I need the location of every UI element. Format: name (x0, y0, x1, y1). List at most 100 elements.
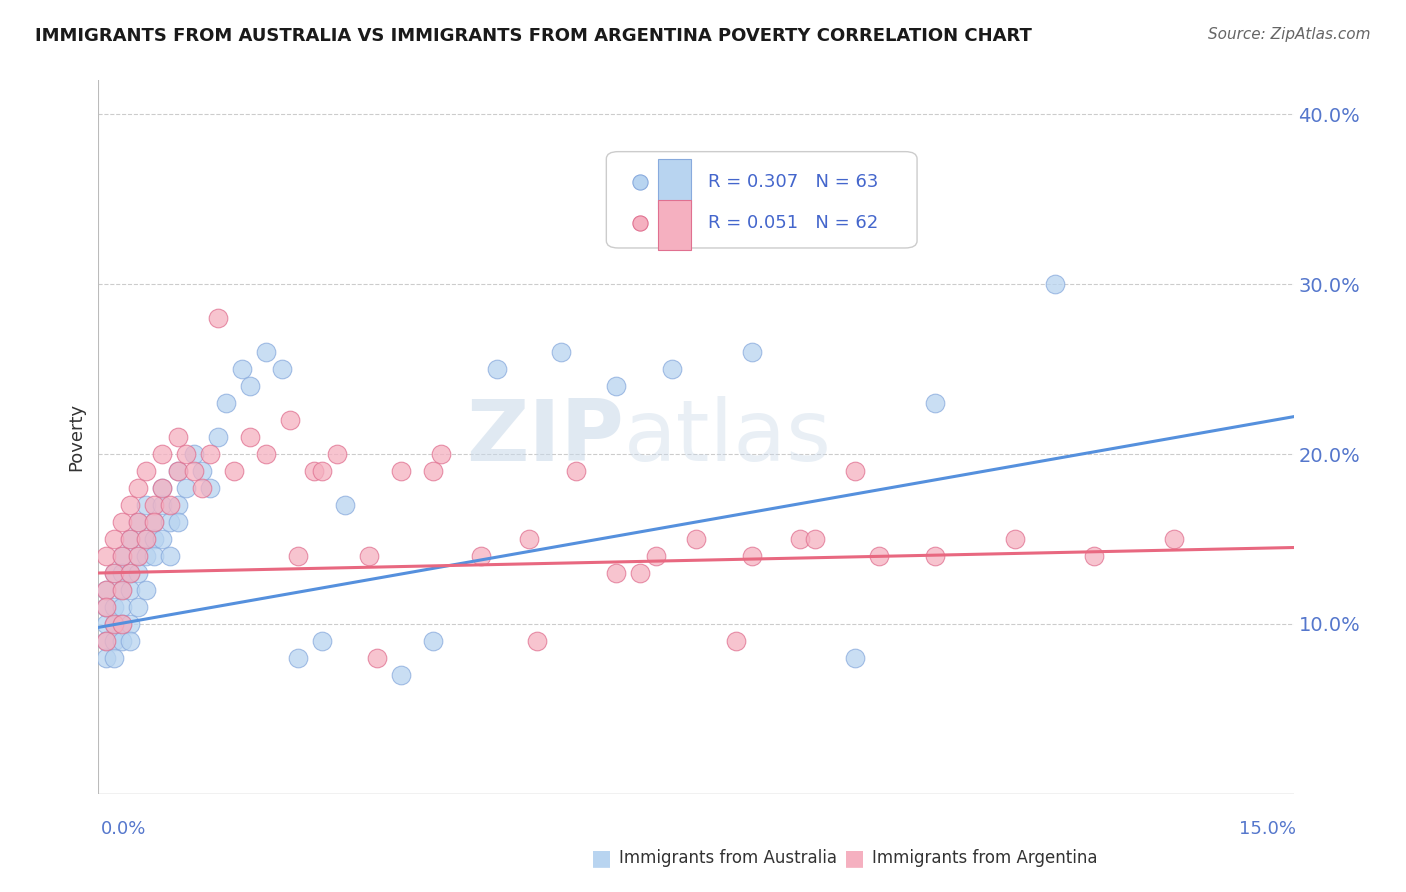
Point (485, 362, 508, 376)
Bar (658, 200, 692, 250)
Text: atlas: atlas (624, 395, 832, 479)
Point (207, 311, 229, 326)
Point (150, 447, 173, 461)
Point (924, 396, 946, 410)
Point (111, 634, 134, 648)
Point (111, 582, 134, 597)
Point (287, 651, 309, 665)
Point (96, 599, 118, 614)
Point (789, 532, 811, 546)
Point (143, 532, 166, 546)
Point (127, 549, 149, 563)
Point (565, 464, 588, 478)
Point (517, 532, 540, 546)
Point (96, 599, 118, 614)
Point (103, 634, 125, 648)
Bar (658, 159, 692, 209)
Point (183, 447, 205, 461)
Point (254, 345, 277, 359)
Point (645, 549, 668, 563)
Text: Immigrants from Australia: Immigrants from Australia (619, 849, 837, 867)
Point (127, 481, 149, 495)
Point (96, 634, 118, 648)
Point (143, 515, 166, 529)
Point (159, 498, 181, 512)
Point (143, 549, 166, 563)
FancyBboxPatch shape (606, 152, 917, 248)
Point (191, 464, 214, 478)
Point (150, 481, 173, 495)
Point (526, 634, 548, 648)
Point (127, 599, 149, 614)
Point (103, 617, 125, 632)
Point (239, 430, 262, 444)
Point (96, 582, 118, 597)
Point (150, 532, 173, 546)
Point (103, 566, 125, 580)
Point (231, 362, 253, 376)
Point (159, 515, 181, 529)
Point (120, 566, 142, 580)
Point (470, 549, 492, 563)
Text: R = 0.307   N = 63: R = 0.307 N = 63 (709, 173, 879, 191)
Point (270, 362, 292, 376)
Text: ■: ■ (844, 848, 865, 868)
Point (661, 362, 683, 376)
Point (741, 345, 763, 359)
Point (111, 582, 134, 597)
Point (127, 549, 149, 563)
Point (198, 481, 221, 495)
Point (183, 464, 205, 478)
Point (96, 617, 118, 632)
Point (120, 582, 142, 597)
Point (924, 549, 946, 563)
Point (550, 345, 572, 359)
Point (111, 549, 134, 563)
Point (135, 582, 157, 597)
Point (389, 464, 412, 478)
Point (1004, 532, 1026, 546)
Point (685, 532, 707, 546)
Point (804, 532, 827, 546)
Point (135, 498, 157, 512)
Point (103, 651, 125, 665)
Point (844, 651, 866, 665)
Point (302, 464, 325, 478)
Point (103, 617, 125, 632)
Point (422, 464, 444, 478)
Point (96, 634, 118, 648)
Point (191, 481, 214, 495)
Point (868, 549, 890, 563)
Point (366, 651, 388, 665)
Point (111, 515, 134, 529)
Point (222, 464, 245, 478)
Point (430, 447, 453, 461)
Point (120, 566, 142, 580)
Point (111, 566, 134, 580)
Point (422, 634, 444, 648)
Point (96, 549, 118, 563)
Point (359, 549, 381, 563)
Point (111, 599, 134, 614)
Point (167, 464, 190, 478)
Point (174, 447, 197, 461)
Point (150, 498, 173, 512)
Y-axis label: Poverty: Poverty (67, 403, 86, 471)
Point (215, 396, 238, 410)
Point (111, 549, 134, 563)
Point (1043, 277, 1066, 292)
Point (120, 617, 142, 632)
Point (207, 430, 229, 444)
Point (167, 464, 190, 478)
Point (159, 549, 181, 563)
Point (174, 481, 197, 495)
Point (143, 498, 166, 512)
Point (605, 379, 627, 393)
Point (135, 532, 157, 546)
Point (287, 549, 309, 563)
Point (111, 617, 134, 632)
Point (150, 481, 173, 495)
Point (103, 532, 125, 546)
Point (167, 515, 190, 529)
Point (198, 447, 221, 461)
